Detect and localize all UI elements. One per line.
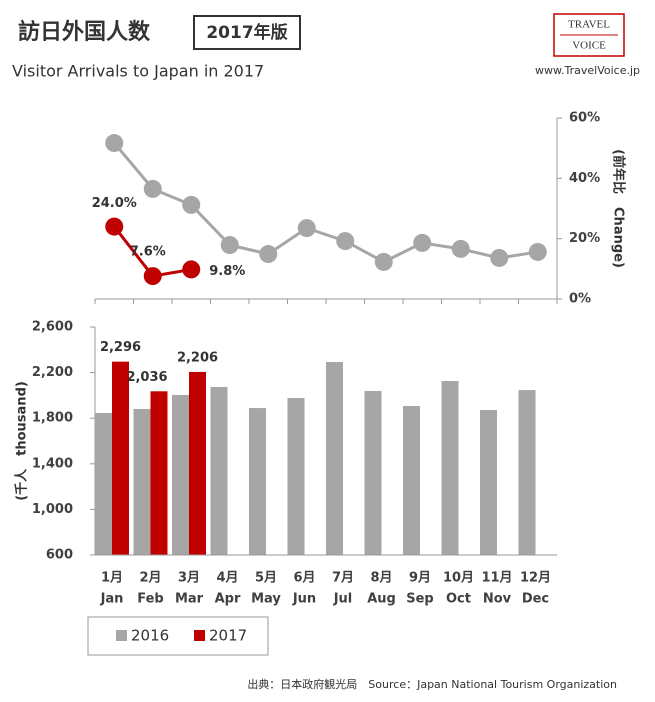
bar (150, 391, 168, 555)
data-label: 24.0% (92, 196, 137, 211)
data-label: 2,296 (100, 340, 141, 355)
marker (490, 248, 509, 267)
x-tick-label: 12月 (520, 571, 551, 586)
marker (143, 267, 162, 286)
marker (182, 260, 201, 279)
data-label: 7.6% (130, 245, 166, 260)
bar (112, 361, 129, 555)
y-tick-label: 60% (569, 111, 600, 126)
x-tick-label: 6月 (293, 571, 315, 586)
x-tick-label-en: Jul (333, 592, 353, 607)
y-tick-label: 1,400 (32, 456, 73, 471)
logo-bottom: VOICE (572, 40, 606, 52)
x-tick-label: 10月 (443, 571, 474, 586)
bar (210, 386, 228, 555)
marker (220, 236, 239, 255)
y-tick-label: 2,200 (32, 365, 73, 380)
bar (480, 409, 497, 555)
line (113, 142, 538, 264)
marker (182, 195, 201, 214)
y-tick-label: 2,600 (32, 320, 73, 335)
logo-top: TRAVEL (568, 19, 610, 31)
data-label: 2,036 (126, 370, 167, 385)
marker (105, 217, 124, 236)
legend-swatch (194, 630, 205, 641)
x-tick-label-en: Aug (367, 592, 396, 607)
legend-label: 2017 (209, 627, 247, 645)
y-tick-label: 0% (569, 292, 591, 307)
bar (172, 394, 189, 555)
x-tick-label: 2月 (139, 571, 161, 586)
bar (326, 361, 343, 555)
x-tick-label-en: May (251, 592, 281, 607)
marker (374, 252, 393, 271)
y-tick-label: 1,800 (32, 411, 73, 426)
y-axis-label: (前年比 Change) (611, 149, 627, 268)
marker (143, 179, 162, 198)
x-tick-label: 8月 (370, 571, 392, 586)
subtitle: Visitor Arrivals to Japan in 2017 (12, 62, 264, 81)
legend-label: 2016 (131, 627, 169, 645)
x-tick-label-en: Apr (215, 592, 241, 607)
bar (249, 408, 266, 555)
x-tick-label: 5月 (255, 571, 277, 586)
url: www.TravelVoice.jp (535, 64, 640, 77)
x-tick-label: 1月 (101, 571, 123, 586)
marker (336, 232, 355, 251)
source: 出典：日本政府観光局 Source：Japan National Tourism… (247, 677, 617, 691)
marker (259, 245, 278, 264)
x-tick-label-en: Oct (446, 592, 471, 607)
x-tick-label-en: Sep (406, 592, 434, 607)
y-tick-label: 600 (46, 548, 73, 563)
badge: 2017年版 (206, 22, 287, 43)
bar (95, 412, 112, 555)
chart-title: 訪日外国人数 (18, 19, 151, 45)
legend-swatch (116, 630, 127, 641)
bar (518, 390, 536, 555)
y-tick-label: 1,000 (32, 502, 73, 517)
bar (287, 398, 305, 555)
x-tick-label-en: Mar (175, 592, 204, 607)
x-tick-label-en: Dec (522, 592, 549, 607)
badge-box (193, 15, 301, 50)
bar (133, 408, 151, 555)
x-tick-label: 9月 (409, 571, 431, 586)
marker (528, 242, 547, 261)
x-tick-label: 11月 (481, 571, 512, 586)
bar (403, 406, 420, 555)
y-tick-label: 40% (569, 171, 600, 186)
x-tick-label-en: Jun (292, 592, 316, 607)
x-tick-label: 4月 (216, 571, 238, 586)
y-tick-label: 20% (569, 231, 600, 246)
bar (364, 390, 382, 555)
marker (105, 134, 124, 153)
x-tick-label-en: Jan (100, 592, 124, 607)
bar (441, 381, 459, 555)
bar (189, 371, 206, 555)
marker (451, 239, 470, 258)
marker (297, 219, 316, 238)
x-tick-label-en: Nov (483, 592, 512, 607)
x-tick-label-en: Feb (137, 592, 163, 607)
data-label: 2,206 (177, 350, 218, 365)
x-tick-label: 7月 (332, 571, 354, 586)
y-axis-label: (千人 thousand) (14, 381, 30, 501)
marker (413, 233, 432, 252)
data-label: 9.8% (209, 264, 245, 279)
x-tick-label: 3月 (178, 571, 200, 586)
